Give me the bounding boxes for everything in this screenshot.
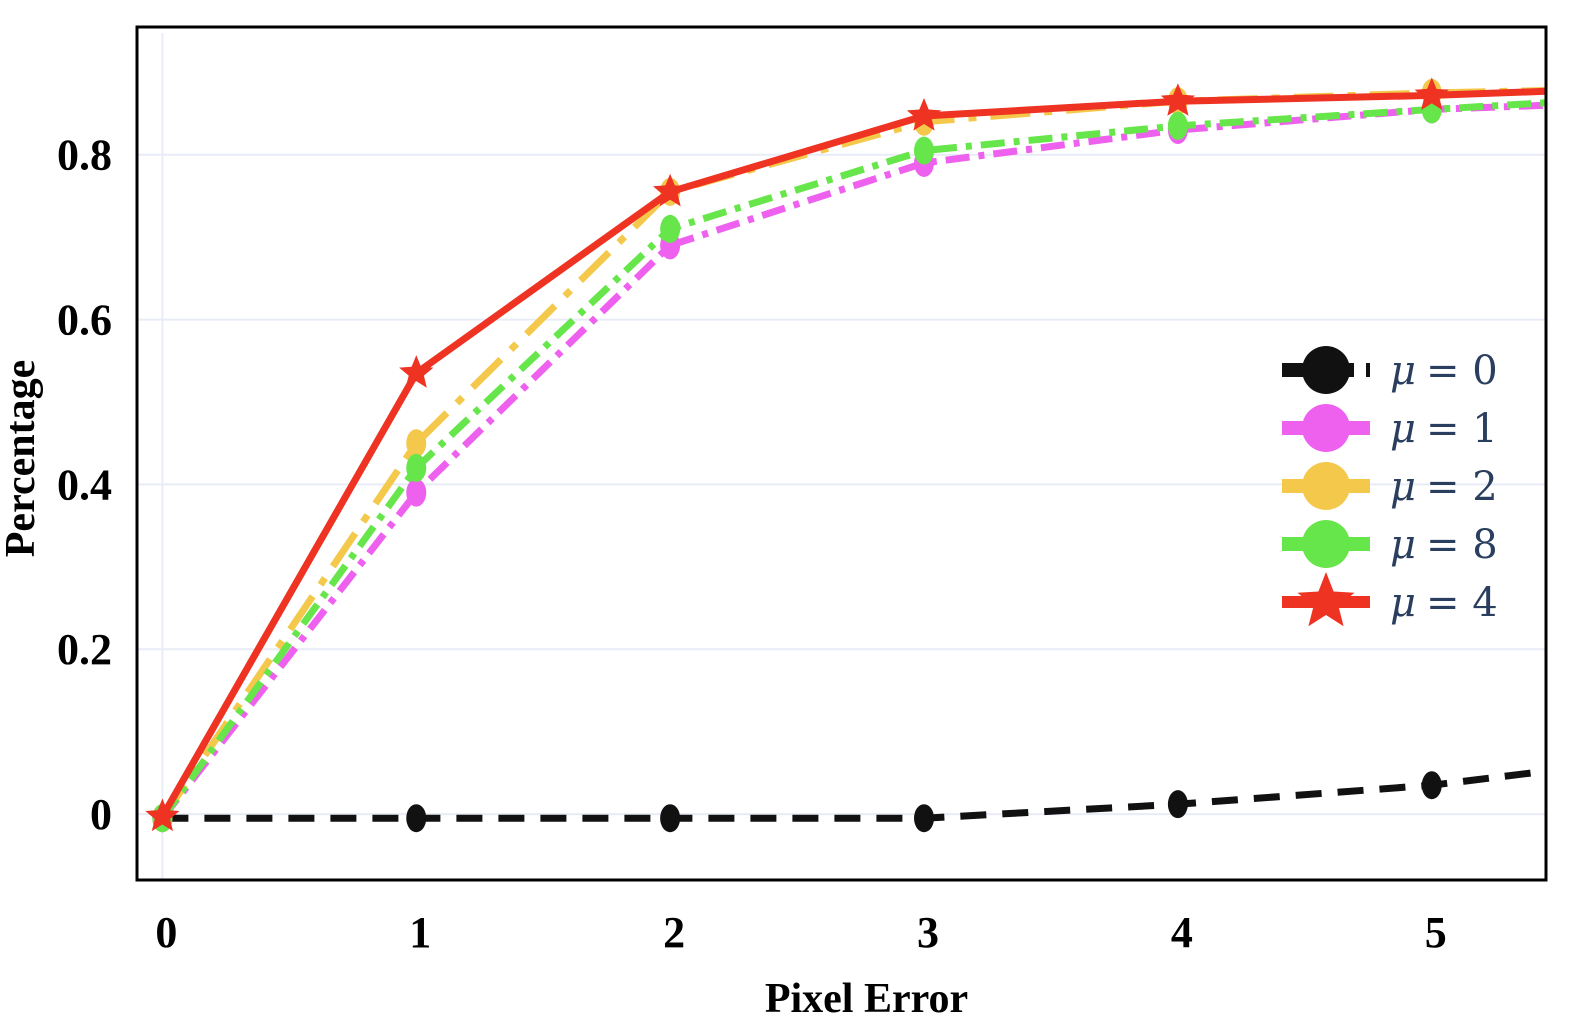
legend-item: μ = 8 xyxy=(1282,520,1498,568)
legend-label: μ = 0 xyxy=(1390,348,1498,394)
series-4 xyxy=(145,77,1546,832)
data-point xyxy=(906,98,942,131)
y-tick-labels: 0 0.2 0.4 0.6 0.8 xyxy=(57,131,112,839)
legend-symbol: μ xyxy=(1390,406,1416,452)
data-point xyxy=(914,136,935,165)
legend-item: μ = 4 xyxy=(1282,572,1498,627)
legend-item: μ = 0 xyxy=(1282,346,1498,394)
x-tick-label: 4 xyxy=(1171,908,1193,957)
legend-marker xyxy=(1302,462,1350,510)
data-point xyxy=(406,804,427,833)
legend-item: μ = 2 xyxy=(1282,462,1498,510)
legend-value: = 0 xyxy=(1426,348,1498,394)
y-tick-label: 0.4 xyxy=(57,460,112,509)
data-point xyxy=(1160,83,1195,116)
x-tick-label: 0 xyxy=(155,908,177,957)
y-tick-label: 0.8 xyxy=(57,131,112,180)
x-tick-labels: 0 1 2 3 4 5 xyxy=(155,908,1446,957)
data-point xyxy=(406,478,427,507)
legend-label: μ = 4 xyxy=(1390,580,1498,626)
y-axis-title: Percentage xyxy=(0,360,44,557)
plot-frame xyxy=(135,25,1548,882)
legend-label: μ = 2 xyxy=(1390,464,1498,510)
legend-symbol: μ xyxy=(1390,522,1416,568)
data-point xyxy=(1414,77,1449,110)
legend: μ = 0μ = 1μ = 2μ = 8μ = 4 xyxy=(1282,346,1498,627)
legend-label: μ = 8 xyxy=(1390,522,1498,568)
series-layer xyxy=(145,77,1546,833)
legend-marker xyxy=(1302,520,1350,568)
x-tick-label: 5 xyxy=(1425,908,1447,957)
x-tick-label: 1 xyxy=(409,908,431,957)
legend-marker xyxy=(1302,404,1350,452)
data-point xyxy=(1421,771,1442,800)
data-point xyxy=(653,173,688,207)
legend-item: μ = 1 xyxy=(1282,404,1498,452)
data-point xyxy=(1167,111,1188,140)
y-tick-label: 0 xyxy=(90,790,112,839)
data-point xyxy=(660,804,681,833)
legend-marker xyxy=(1297,572,1355,627)
gridlines xyxy=(137,33,1546,880)
data-point xyxy=(660,214,681,243)
x-tick-label: 3 xyxy=(917,908,939,957)
y-tick-label: 0.6 xyxy=(57,296,112,345)
legend-value: = 2 xyxy=(1426,464,1498,510)
data-point xyxy=(1167,790,1188,819)
y-tick-label: 0.2 xyxy=(57,625,112,674)
data-point xyxy=(406,429,427,458)
legend-label: μ = 1 xyxy=(1390,406,1498,452)
legend-value: = 8 xyxy=(1426,522,1498,568)
x-tick-label: 2 xyxy=(663,908,685,957)
data-point xyxy=(145,798,180,832)
legend-value: = 4 xyxy=(1426,580,1498,626)
x-axis-title: Pixel Error xyxy=(765,976,968,1022)
data-point xyxy=(399,355,434,388)
legend-symbol: μ xyxy=(1390,348,1416,394)
legend-marker xyxy=(1302,346,1350,394)
legend-symbol: μ xyxy=(1390,464,1416,510)
data-point xyxy=(406,453,427,482)
data-point xyxy=(914,804,935,833)
legend-symbol: μ xyxy=(1390,580,1416,626)
legend-value: = 1 xyxy=(1426,406,1498,452)
